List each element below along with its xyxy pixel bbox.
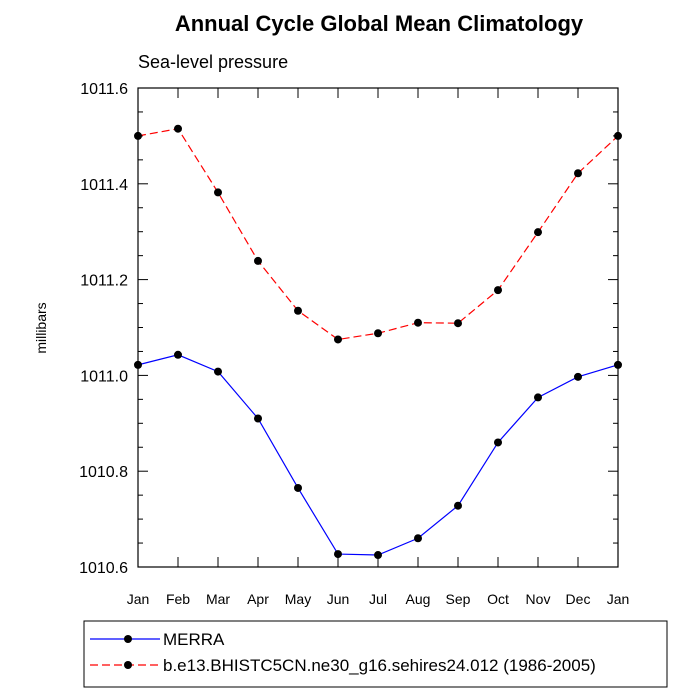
y-tick-label: 1011.2 (80, 273, 128, 290)
data-point (294, 483, 302, 492)
data-point (494, 286, 502, 295)
legend-box (83, 620, 668, 688)
y-tick-label: 1010.8 (79, 464, 128, 481)
chart-subtitle: Sea-level pressure (138, 52, 288, 72)
data-point (414, 534, 422, 543)
x-tick-label: Sep (446, 591, 471, 607)
data-point (414, 318, 422, 327)
x-tick-label: Jun (327, 591, 350, 607)
legend-marker (124, 635, 132, 643)
data-point (454, 501, 462, 510)
plot-frame (137, 87, 619, 568)
x-tick-labels: Jan Feb Mar Apr May Jun Jul Aug Sep Oct Nov Dec Jan (127, 591, 630, 607)
legend-label: b.e13.BHISTC5CN.ne30_g16.sehires24.012 (… (163, 656, 596, 675)
x-tick-label: Jan (607, 591, 630, 607)
legend-item: b.e13.BHISTC5CN.ne30_g16.sehires24.012 (… (90, 656, 596, 675)
data-point (334, 335, 342, 344)
data-point (534, 393, 542, 402)
chart-title: Annual Cycle Global Mean Climatology (175, 11, 584, 36)
y-tick-label: 1011.6 (80, 81, 128, 98)
data-point (534, 228, 542, 237)
x-tick-label: Apr (247, 591, 269, 607)
y-tick-label: 1010.6 (79, 560, 128, 577)
x-tick-label: Feb (166, 591, 190, 607)
series-2 (134, 124, 622, 344)
data-point (454, 319, 462, 328)
y-tick-label: 1011.4 (80, 177, 128, 194)
x-tick-label: Nov (526, 591, 551, 607)
y-tick-labels: 1010.6 1010.8 1011.0 1011.2 1011.4 1011.6 (79, 81, 128, 577)
x-tick-label: Dec (566, 591, 591, 607)
data-point (254, 256, 262, 265)
y-axis-label: millibars (33, 302, 49, 353)
axis-ticks (137, 87, 619, 568)
y-tick-label: 1011.0 (80, 368, 128, 385)
series-1 (134, 350, 622, 560)
series-line (137, 354, 619, 556)
legend: MERRA b.e13.BHISTC5CN.ne30_g16.sehires24.… (83, 620, 668, 688)
data-point (574, 372, 582, 381)
x-tick-label: Aug (406, 591, 431, 607)
data-point (214, 367, 222, 376)
x-tick-label: Mar (206, 591, 230, 607)
series-layer (134, 124, 622, 560)
x-tick-label: Oct (487, 591, 509, 607)
data-point (174, 124, 182, 133)
legend-label: MERRA (163, 630, 225, 649)
data-point (214, 188, 222, 197)
x-tick-label: Jan (127, 591, 150, 607)
data-point (294, 306, 302, 315)
legend-item: MERRA (90, 630, 225, 649)
data-point (174, 350, 182, 359)
data-point (374, 551, 382, 560)
data-point (334, 550, 342, 559)
data-point (374, 329, 382, 338)
data-point (494, 438, 502, 447)
data-point (574, 169, 582, 178)
x-tick-label: May (285, 591, 311, 607)
legend-marker (124, 661, 132, 669)
series-line (137, 128, 619, 341)
x-tick-label: Jul (369, 591, 387, 607)
data-point (254, 414, 262, 423)
